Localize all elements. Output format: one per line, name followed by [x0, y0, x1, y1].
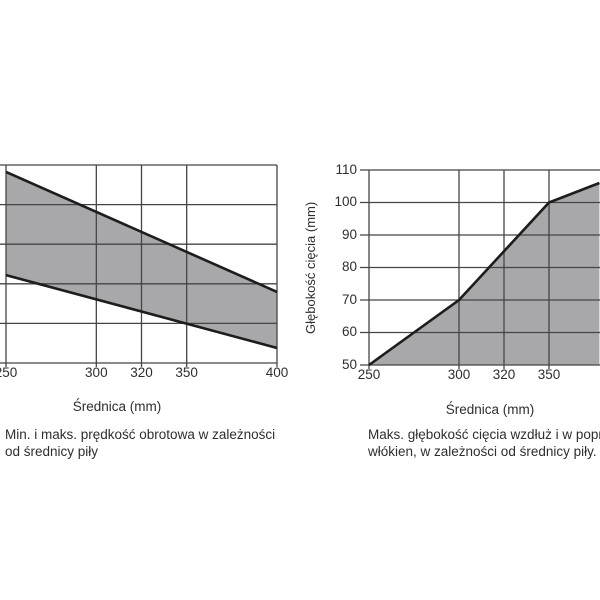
right-chart-y-tick-label: 100: [334, 194, 357, 209]
right-chart-caption: Maks. głębokość cięcia wzdłuż i w popr w…: [368, 426, 600, 460]
left-chart-x-tick-label: 300: [85, 365, 108, 380]
left-caption-line-1: Min. i maks. prędkość obrotowa w zależno…: [5, 427, 276, 442]
left-chart-x-tick-label: 400: [265, 365, 289, 380]
right-chart-y-tick-label: 50: [341, 356, 357, 372]
right-chart-x-tick-label: 250: [357, 367, 381, 382]
right-chart-y-tick-label: 110: [335, 161, 357, 177]
right-chart-x-tick-label: 300: [447, 367, 471, 382]
left-chart-caption: Min. i maks. prędkość obrotowa w zależno…: [5, 426, 335, 460]
right-chart-y-tick-label: 70: [341, 291, 357, 307]
left-caption-line-2: od średnicy piły: [5, 444, 99, 459]
left-chart-min-speed-line: [5, 273, 278, 350]
right-chart-x-tick-label: 320: [492, 367, 516, 382]
right-chart-depth-line: [368, 181, 600, 367]
left-chart-x-tick-label: 250: [0, 365, 18, 380]
left-chart-x-tick-label: 320: [130, 365, 153, 380]
right-chart-y-tick-label: 90: [341, 226, 357, 242]
right-chart-y-tick-label: 60: [341, 324, 357, 339]
right-caption-line-2: włókien, w zależności od średnicy piły.: [368, 444, 597, 459]
right-chart-y-tick-label: 80: [341, 259, 357, 274]
left-chart-max-speed-line: [5, 170, 278, 294]
left-chart-x-tick-label: 350: [175, 365, 198, 380]
right-chart-y-axis-title: Głębokość cięcia (mm): [303, 201, 318, 334]
right-chart-x-axis-title: Średnica (mm): [445, 402, 535, 417]
right-caption-line-1: Maks. głębokość cięcia wzdłuż i w popr: [368, 427, 600, 442]
left-chart-x-axis-title: Średnica (mm): [72, 399, 162, 414]
right-chart-x-tick-label: 350: [537, 367, 561, 382]
